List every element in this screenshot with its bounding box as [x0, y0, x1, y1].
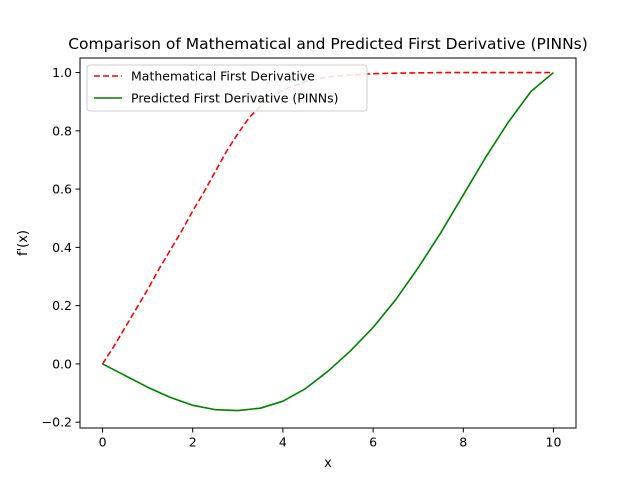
y-tick-label-1: 0.0: [52, 356, 72, 371]
x-tick-label-3: 6: [369, 435, 377, 450]
chart-title: Comparison of Mathematical and Predicted…: [68, 35, 588, 53]
x-tick-label-1: 2: [189, 435, 197, 450]
legend-box: [86, 64, 368, 112]
x-tick-label-5: 10: [546, 435, 562, 450]
x-axis-label: x: [324, 456, 332, 471]
y-axis: −0.2 0.0 0.2 0.4 0.6 0.8 1.0: [42, 65, 80, 430]
x-axis: 0 2 4 6 8 10: [99, 428, 562, 450]
legend: Mathematical First Derivative Predicted …: [86, 64, 368, 112]
legend-label-mathematical: Mathematical First Derivative: [131, 69, 315, 84]
y-tick-label-3: 0.4: [52, 240, 72, 255]
y-tick-label-2: 0.2: [52, 298, 72, 313]
plot-background: [80, 58, 576, 428]
plot-frame: [79, 57, 577, 429]
y-tick-label-6: 1.0: [52, 65, 72, 80]
y-tick-label-0: −0.2: [42, 415, 72, 430]
legend-label-predicted: Predicted First Derivative (PINNs): [131, 91, 339, 106]
y-tick-label-5: 0.8: [52, 123, 72, 138]
y-axis-label: f'(x): [16, 230, 31, 256]
plot-area: [79, 57, 577, 429]
x-tick-label-2: 4: [279, 435, 287, 450]
series-line-1: [102, 71, 554, 412]
x-tick-label-0: 0: [99, 435, 107, 450]
y-tick-label-4: 0.6: [52, 182, 72, 197]
x-tick-label-4: 8: [459, 435, 467, 450]
